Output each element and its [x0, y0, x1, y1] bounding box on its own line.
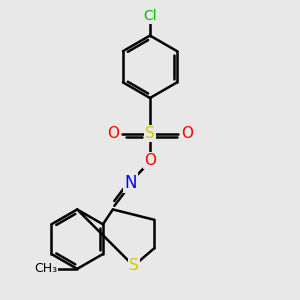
Text: Cl: Cl [143, 9, 157, 23]
Text: O: O [181, 126, 193, 141]
Text: O: O [144, 153, 156, 168]
Text: CH₃: CH₃ [34, 262, 57, 275]
Text: S: S [145, 126, 155, 141]
Text: S: S [129, 258, 139, 273]
Text: O: O [107, 126, 119, 141]
Text: N: N [124, 174, 137, 192]
